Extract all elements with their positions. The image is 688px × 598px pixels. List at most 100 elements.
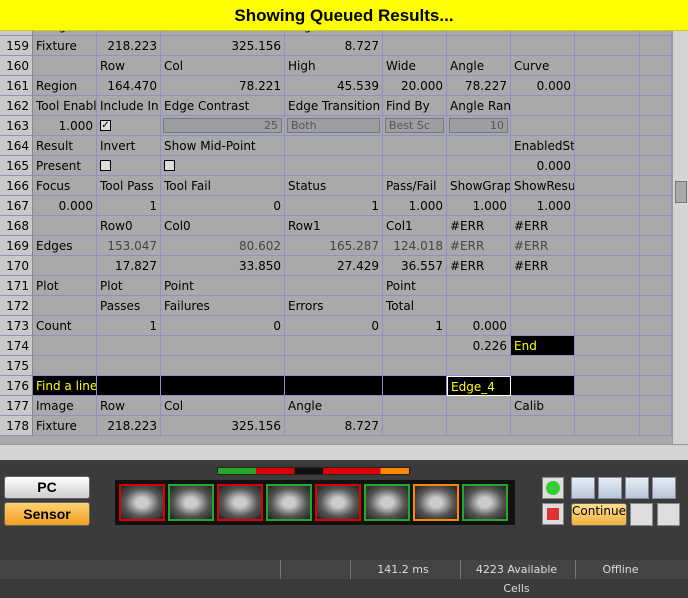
cell (383, 356, 447, 376)
cell: Both (285, 116, 383, 136)
cell (640, 256, 672, 276)
row-number: 165 (0, 156, 33, 176)
cell: ShowGraph (447, 176, 511, 196)
cell: Col (161, 396, 285, 416)
cell: ShowResults (511, 176, 575, 196)
hscroll[interactable] (0, 444, 688, 460)
cell: Col (161, 56, 285, 76)
checkbox (100, 160, 111, 171)
cell: Count (33, 316, 97, 336)
cell: Result (33, 136, 97, 156)
export-button[interactable] (630, 503, 653, 526)
cell (640, 316, 672, 336)
dropdown[interactable]: Best Sc (385, 118, 444, 133)
thumbnail[interactable] (217, 484, 263, 521)
cell: #ERR (447, 216, 511, 236)
cell (161, 156, 285, 176)
cell: 1 (97, 316, 161, 336)
cell (447, 156, 511, 176)
cell (640, 216, 672, 236)
spinner[interactable]: 25 (163, 118, 282, 133)
cell (383, 396, 447, 416)
cell: Plot (33, 276, 97, 296)
thumbnail[interactable] (315, 484, 361, 521)
cell: Best Sc (383, 116, 447, 136)
thumbnail[interactable] (168, 484, 214, 521)
clear-button[interactable] (657, 503, 680, 526)
cell (383, 36, 447, 56)
cell (97, 156, 161, 176)
cell: 1.000 (511, 196, 575, 216)
cell (511, 356, 575, 376)
continue-button[interactable]: Continue (571, 503, 627, 526)
cell (640, 176, 672, 196)
cell: Show Mid-Point (161, 136, 285, 156)
cell (640, 96, 672, 116)
sensor-button[interactable]: Sensor (4, 502, 90, 526)
cell: 8.727 (285, 36, 383, 56)
cell: Wide (383, 56, 447, 76)
cell (640, 156, 672, 176)
cell: 1.000 (383, 196, 447, 216)
cell: 0.226 (447, 336, 511, 356)
cell (640, 196, 672, 216)
thumbnail[interactable] (462, 484, 508, 521)
cell: 325.156 (161, 36, 285, 56)
nav-button[interactable] (571, 477, 595, 499)
cell (640, 416, 672, 436)
nav-button[interactable] (625, 477, 649, 499)
cell: #ERR (511, 236, 575, 256)
dropdown[interactable]: Both (287, 118, 380, 133)
cell: Failures (161, 296, 285, 316)
cell (285, 156, 383, 176)
nav-button[interactable] (598, 477, 622, 499)
cell (575, 96, 640, 116)
cell: 124.018 (383, 236, 447, 256)
cell (285, 356, 383, 376)
cell: 1 (97, 196, 161, 216)
row-number: 173 (0, 316, 33, 336)
row-number: 162 (0, 96, 33, 116)
cell: Row (97, 396, 161, 416)
thumbnail[interactable] (119, 484, 165, 521)
row-number: 172 (0, 296, 33, 316)
cell: Row1 (285, 216, 383, 236)
thumbnail[interactable] (364, 484, 410, 521)
vscroll[interactable] (672, 31, 688, 444)
cell (447, 416, 511, 436)
cell: 0 (161, 196, 285, 216)
pc-button[interactable]: PC (4, 476, 90, 499)
cell: Edges (33, 236, 97, 256)
status-sep (280, 560, 281, 579)
nav-button[interactable] (652, 477, 676, 499)
cell (575, 116, 640, 136)
cell (383, 156, 447, 176)
thumbnail[interactable] (266, 484, 312, 521)
cell (575, 416, 640, 436)
cell (575, 296, 640, 316)
cell: #ERR (511, 256, 575, 276)
cell (161, 356, 285, 376)
cell (511, 376, 575, 396)
cell: Edge Transition (285, 96, 383, 116)
cell: End (511, 336, 575, 356)
cell (575, 76, 640, 96)
filmstrip-bar (217, 467, 410, 475)
stop-indicator[interactable] (542, 503, 564, 525)
cell: Row0 (97, 216, 161, 236)
cell: 0 (285, 316, 383, 336)
cell (640, 376, 672, 396)
cell (640, 356, 672, 376)
cell (575, 316, 640, 336)
thumbnail[interactable] (413, 484, 459, 521)
cell: #ERR (511, 216, 575, 236)
cell: Fixture (33, 416, 97, 436)
spinner[interactable]: 10 (449, 118, 508, 133)
cell (575, 356, 640, 376)
run-indicator[interactable] (542, 477, 564, 499)
cell (640, 336, 672, 356)
cell: 0.000 (33, 196, 97, 216)
cell (575, 256, 640, 276)
cell: 153.047 (97, 236, 161, 256)
cell: Plot (97, 276, 161, 296)
